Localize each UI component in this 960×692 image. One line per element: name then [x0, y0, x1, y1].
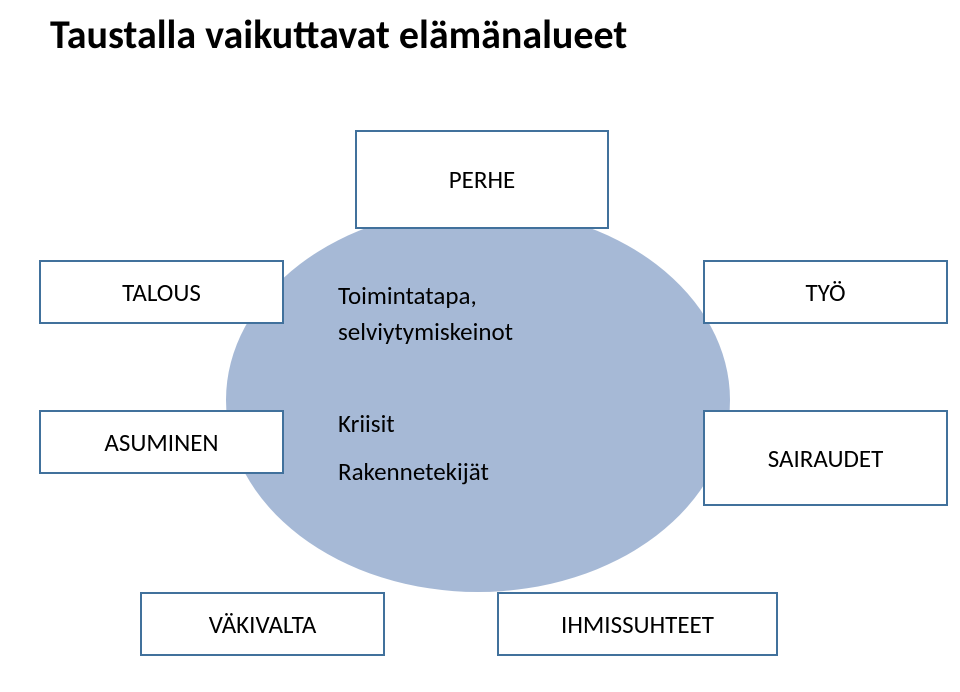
ellipse-text-line: Toimintatapa, [338, 280, 477, 311]
box-label: PERHE [449, 164, 515, 195]
box-vakivalta: VÄKIVALTA [140, 592, 385, 656]
box-label: IHMISSUHTEET [561, 609, 714, 640]
box-label: TYÖ [805, 277, 845, 308]
box-label: ASUMINEN [104, 427, 218, 458]
box-label: TALOUS [122, 277, 201, 308]
center-ellipse [226, 208, 730, 592]
box-asuminen: ASUMINEN [39, 410, 284, 474]
box-tyo: TYÖ [703, 260, 948, 324]
box-perhe: PERHE [355, 130, 609, 229]
page-title: Taustalla vaikuttavat elämänalueet [50, 10, 627, 59]
ellipse-text-line: Rakennetekijät [338, 456, 489, 487]
ellipse-text-line: selviytymiskeinot [338, 316, 513, 347]
box-ihmissuhteet: IHMISSUHTEET [497, 592, 778, 656]
box-sairaudet: SAIRAUDET [703, 410, 948, 506]
box-label: SAIRAUDET [768, 443, 884, 474]
box-talous: TALOUS [39, 260, 284, 324]
ellipse-text-line: Kriisit [338, 408, 395, 439]
box-label: VÄKIVALTA [209, 609, 317, 640]
